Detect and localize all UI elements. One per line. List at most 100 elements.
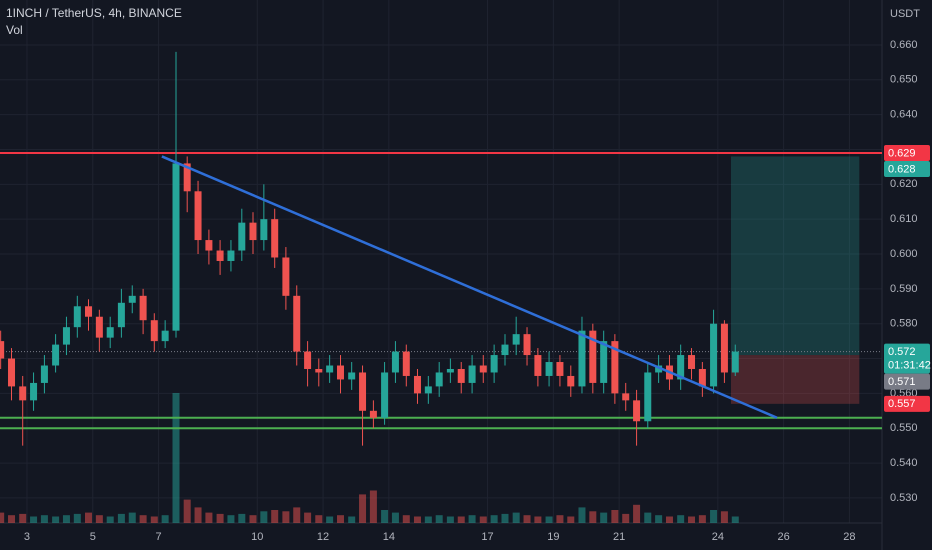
x-tick-label: 7	[156, 531, 162, 543]
candle-body	[523, 334, 531, 356]
volume-bar	[698, 515, 706, 523]
candle-body	[117, 302, 125, 328]
volume-bar	[30, 516, 38, 523]
volume-bar	[249, 515, 257, 523]
x-tick-label: 21	[613, 531, 625, 543]
candle-body	[589, 330, 597, 383]
volume-bar	[52, 516, 60, 523]
price-label: 0.629	[888, 147, 916, 159]
volume-bar	[348, 516, 356, 523]
volume-bar	[336, 515, 344, 523]
candle-body	[282, 257, 290, 296]
volume-bar	[95, 515, 103, 523]
volume-bar	[216, 513, 224, 523]
y-tick-label: 0.640	[890, 109, 918, 121]
candle-body	[8, 358, 16, 387]
candle-body	[446, 368, 454, 373]
candle-body	[512, 334, 520, 345]
candle-body	[545, 362, 553, 376]
volume-bar	[227, 515, 235, 523]
volume-bar	[315, 515, 323, 523]
candle-body	[150, 320, 158, 342]
candle-body	[644, 372, 652, 422]
volume-bar	[622, 513, 630, 523]
volume-bar	[512, 512, 520, 523]
volume-bar	[381, 510, 389, 523]
candle-body	[106, 327, 114, 338]
candle-body	[424, 386, 432, 394]
volume-bar	[479, 516, 487, 523]
y-tick-label: 0.580	[890, 318, 918, 330]
x-tick-label: 26	[778, 531, 790, 543]
x-tick-label: 17	[481, 531, 493, 543]
volume-bar	[359, 494, 367, 523]
volume-bar	[150, 516, 158, 523]
price-label: 0.571	[888, 376, 916, 388]
x-tick-label: 14	[383, 531, 395, 543]
x-tick-label: 19	[547, 531, 559, 543]
x-tick-label: 10	[251, 531, 263, 543]
volume-bar	[304, 512, 312, 523]
y-tick-label: 0.550	[890, 422, 918, 434]
candle-body	[413, 375, 421, 394]
volume-bar	[183, 499, 191, 523]
y-tick-label: 0.540	[890, 457, 918, 469]
candle-body	[249, 222, 257, 241]
price-label-bg	[884, 160, 930, 177]
chart-title: 1INCH / TetherUS, 4h, BINANCE	[6, 6, 182, 20]
volume-bar	[600, 512, 608, 523]
countdown: 01:31:42	[888, 359, 931, 371]
volume-bar	[644, 512, 652, 523]
candle-body	[633, 400, 641, 422]
volume-bar	[238, 513, 246, 523]
volume-bar	[731, 516, 739, 523]
price-label-bg	[884, 144, 930, 161]
volume-bar	[633, 504, 641, 523]
candle-body	[205, 240, 213, 251]
volume-bar	[139, 515, 147, 523]
volume-bar	[326, 516, 334, 523]
price-label-bg	[884, 343, 930, 374]
volume-bar	[282, 511, 290, 523]
candle-body	[139, 295, 147, 321]
volume-bar	[556, 515, 564, 523]
volume-bar	[578, 507, 586, 523]
candle-body	[293, 295, 301, 352]
volume-bar	[435, 515, 443, 523]
volume-bar	[8, 515, 16, 523]
candle-body	[84, 306, 92, 317]
volume-bar	[655, 515, 663, 523]
candle-body	[260, 219, 268, 241]
volume-bar	[106, 516, 114, 523]
candle-body	[402, 351, 410, 376]
candle-body	[128, 295, 136, 303]
candle-body	[655, 365, 663, 373]
candle-body	[677, 355, 685, 380]
price-label-bg	[884, 373, 930, 390]
y-tick-label: 0.530	[890, 492, 918, 504]
volume-bar	[468, 515, 476, 523]
candle-body	[479, 365, 487, 373]
candle-body	[468, 365, 476, 383]
volume-bar	[545, 516, 553, 523]
candle-body	[52, 344, 60, 366]
x-tick-label: 5	[90, 531, 96, 543]
candle-body	[0, 341, 5, 359]
candle-body	[359, 372, 367, 411]
volume-bar	[205, 512, 213, 523]
volume-bar	[446, 516, 454, 523]
volume-bar	[710, 510, 718, 523]
candle-body	[40, 365, 48, 383]
volume-bar	[391, 512, 399, 523]
volume-bar	[172, 393, 180, 523]
volume-bar	[62, 515, 70, 523]
y-tick-label: 0.650	[890, 74, 918, 86]
volume-bar	[84, 512, 92, 523]
candle-body	[19, 386, 27, 401]
candle-body	[172, 163, 180, 331]
candle-body	[194, 191, 202, 241]
candle-body	[600, 341, 608, 383]
y-tick-label: 0.660	[890, 39, 918, 51]
volume-bar	[128, 512, 136, 523]
x-tick-label: 24	[712, 531, 724, 543]
